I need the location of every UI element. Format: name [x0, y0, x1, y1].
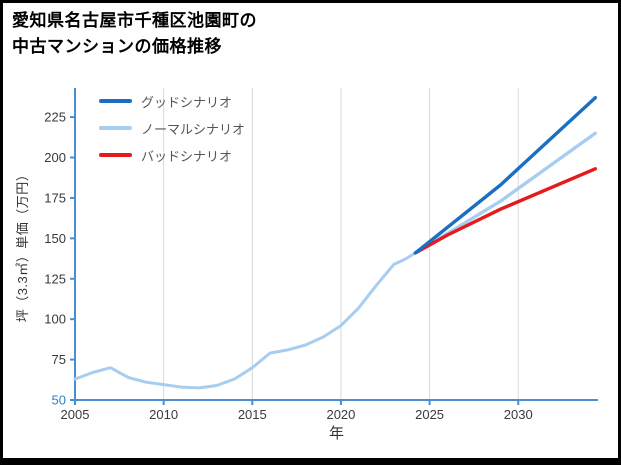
- legend-label-bad: バッドシナリオ: [141, 148, 233, 164]
- x-tick-label: 2030: [504, 407, 533, 422]
- x-axis-label: 年: [328, 425, 344, 442]
- good-scenario-line-swatch: [99, 99, 132, 103]
- series-line-グッドシナリオ: [413, 96, 597, 255]
- legend-item-bad: バッドシナリオ: [99, 147, 245, 164]
- series-line-バッドシナリオ: [413, 167, 597, 255]
- series-line-ノーマルシナリオ: [413, 131, 597, 255]
- y-tick-label: 75: [52, 352, 66, 367]
- y-axis-label: 坪（3.3㎡）単価（万円）: [15, 167, 30, 323]
- y-tick-label: 200: [44, 150, 66, 165]
- legend-label-normal: ノーマルシナリオ: [141, 121, 246, 137]
- y-tick-label: 175: [44, 190, 66, 205]
- bad-scenario-line-swatch: [99, 153, 132, 157]
- y-tick-label: 150: [44, 231, 66, 246]
- y-tick-label: 225: [44, 110, 66, 125]
- x-tick-label: 2005: [61, 407, 90, 422]
- y-tick-label: 100: [44, 312, 66, 327]
- legend-item-good: グッドシナリオ: [99, 93, 245, 110]
- plot-area: 2005 2010 2015 2020 2025 2030 50 75 100 125 150 175…: [44, 88, 598, 422]
- legend-label-good: グッドシナリオ: [141, 94, 233, 110]
- y-tick-label: 50: [52, 393, 66, 408]
- y-tick-label: 125: [44, 271, 66, 286]
- x-tick-label: 2015: [238, 407, 267, 422]
- x-tick-label: 2020: [326, 407, 355, 422]
- normal-scenario-line-swatch: [99, 126, 132, 130]
- legend: グッドシナリオ ノーマルシナリオ バッドシナリオ: [99, 93, 246, 164]
- chart-title: 愛知県名古屋市千種区池園町の 中古マンションの価格推移: [12, 8, 257, 59]
- legend-item-normal: ノーマルシナリオ: [99, 120, 246, 137]
- series-line-価格実績: [73, 251, 417, 390]
- chart-title-line1: 愛知県名古屋市千種区池園町の: [12, 11, 257, 30]
- chart-title-line2: 中古マンションの価格推移: [12, 36, 222, 56]
- x-tick-label: 2025: [415, 407, 444, 422]
- x-tick-label: 2010: [149, 407, 178, 422]
